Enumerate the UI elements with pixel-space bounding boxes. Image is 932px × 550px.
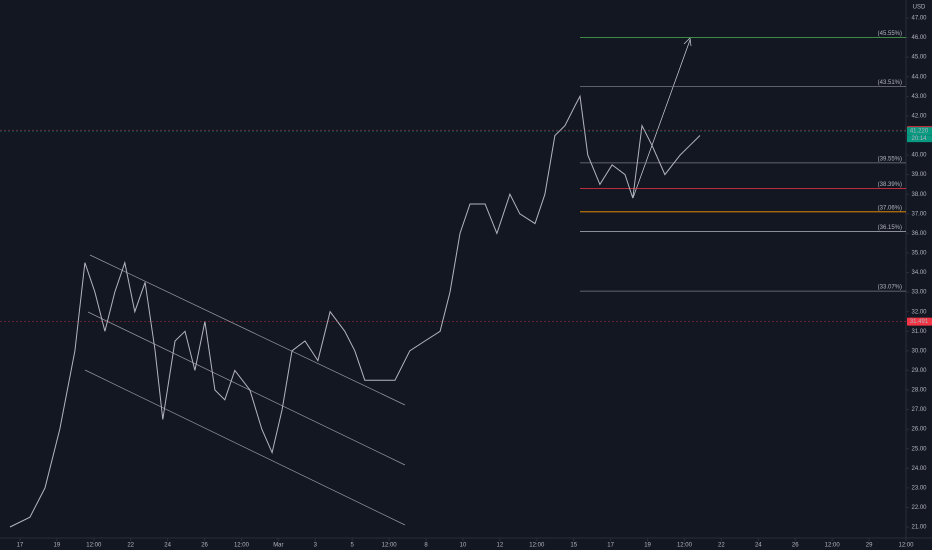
y-tick-label: 40.00: [911, 153, 927, 159]
y-tick-label: 23.00: [911, 485, 927, 491]
fib-label: (38.39%): [878, 182, 902, 188]
y-tick-label: 26.00: [911, 427, 927, 433]
price-pill-label: 41.220: [910, 129, 929, 135]
price-pill: [907, 317, 932, 326]
countdown-pill: [907, 135, 932, 143]
y-tick-label: 30.00: [911, 348, 927, 354]
channel-line: [89, 254, 406, 406]
y-tick-label: 47.00: [911, 16, 927, 22]
y-tick-label: 21.00: [911, 525, 927, 531]
y-tick-label: 31.00: [911, 329, 927, 335]
channel-line: [87, 311, 406, 466]
x-tick-label: 12:00: [382, 543, 398, 549]
channel-line: [84, 369, 406, 526]
x-tick-label: 24: [164, 543, 171, 549]
x-tick-label: 12:00: [825, 543, 841, 549]
x-tick-label: 22: [127, 543, 134, 549]
y-tick-label: 25.00: [911, 446, 927, 452]
y-tick-label: 42.00: [911, 113, 927, 119]
y-tick-label: 39.00: [911, 172, 927, 178]
fib-label: (33.07%): [878, 285, 902, 291]
x-tick-label: 22: [718, 543, 725, 549]
drawings: [84, 37, 692, 526]
y-tick-label: 45.00: [911, 55, 927, 61]
x-tick-label: Mar: [273, 543, 283, 549]
price-pill: [907, 127, 932, 136]
x-tick-label: 12:00: [529, 543, 545, 549]
x-tick-label: 19: [644, 543, 651, 549]
x-tick-label: 12:00: [677, 543, 693, 549]
fib-label: (36.15%): [878, 225, 902, 231]
y-tick-label: 36.00: [911, 231, 927, 237]
x-tick-label: 26: [201, 543, 208, 549]
fib-label: (43.51%): [878, 80, 902, 86]
x-tick-label: 12:00: [234, 543, 250, 549]
y-tick-label: 44.00: [911, 74, 927, 80]
y-tick-label: 32.00: [911, 309, 927, 315]
x-tick-label: 12:00: [86, 543, 102, 549]
currency: USD: [913, 5, 926, 11]
arrow: [632, 39, 691, 199]
y-tick-label: 46.00: [911, 35, 927, 41]
x-tick-label: 12: [497, 543, 504, 549]
x-tick-label: 8: [424, 543, 428, 549]
y-tick-label: 27.00: [911, 407, 927, 413]
y-tick-label: 38.00: [911, 192, 927, 198]
price-line: [9, 94, 701, 528]
fib-label: (45.55%): [878, 31, 902, 37]
x-tick-label: 10: [460, 543, 467, 549]
x-tick-label: 19: [54, 543, 61, 549]
x-tick-label: 26: [792, 543, 799, 549]
x-tick-label: 15: [570, 543, 577, 549]
y-tick-label: 22.00: [911, 505, 927, 511]
countdown: 20:14: [911, 136, 927, 142]
y-tick-label: 43.00: [911, 94, 927, 100]
x-tick-label: 24: [755, 543, 762, 549]
y-tick-label: 29.00: [911, 368, 927, 374]
x-tick-label: 17: [17, 543, 24, 549]
arrow-head: [683, 37, 692, 47]
x-tick-label: 17: [607, 543, 614, 549]
y-tick-label: 37.00: [911, 211, 927, 217]
x-tick-label: 29: [866, 543, 873, 549]
y-tick-label: 24.00: [911, 466, 927, 472]
fib-label: (37.06%): [878, 205, 902, 211]
y-tick-label: 34.00: [911, 270, 927, 276]
x-tick-label: 5: [351, 543, 355, 549]
x-tick-label: 3: [314, 543, 318, 549]
price-pill-label: 31.491: [910, 319, 929, 325]
fib-label: (39.55%): [878, 156, 902, 162]
y-tick-label: 28.00: [911, 388, 927, 394]
y-tick-label: 33.00: [911, 290, 927, 296]
x-tick-label: 12:00: [898, 543, 914, 549]
y-tick-label: 35.00: [911, 251, 927, 257]
